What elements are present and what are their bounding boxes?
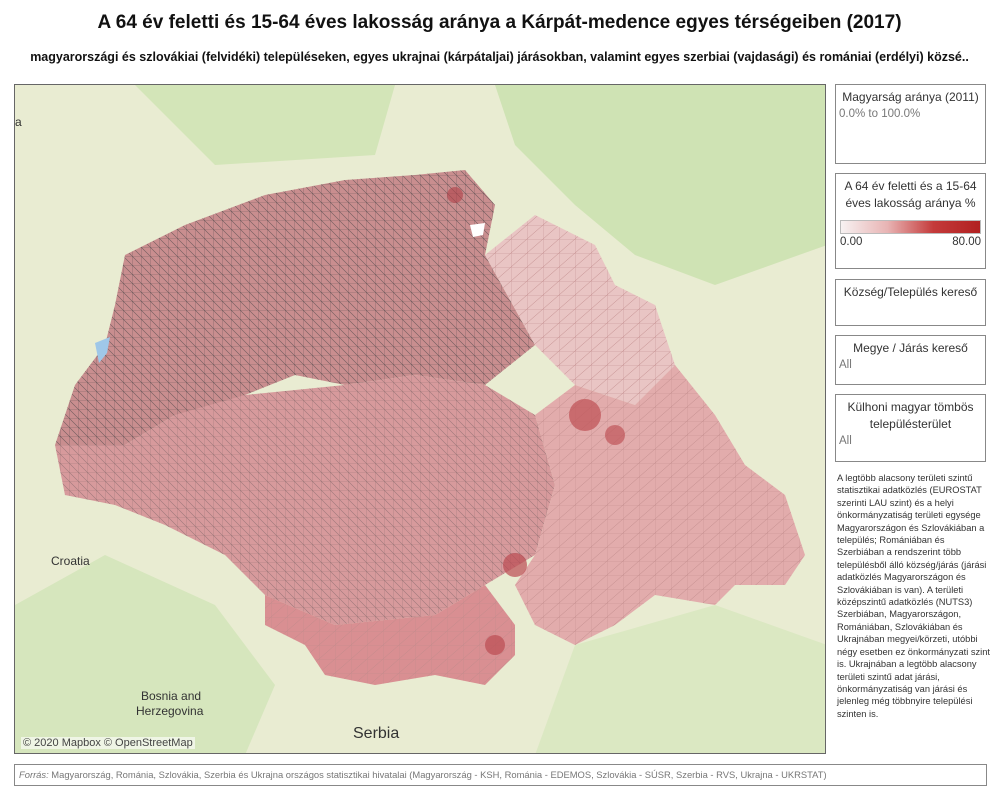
vojvodina-mesh (265, 585, 515, 685)
choropleth-map[interactable]: a Croatia Bosnia and Herzegovina Serbia … (14, 84, 826, 754)
source-label: Forrás: (19, 769, 49, 780)
map-label-serbia: Serbia (353, 725, 400, 742)
page-subtitle: magyarországi és szlovákiai (felvidéki) … (30, 50, 969, 64)
hotspot (605, 425, 625, 445)
forest-area (135, 85, 395, 165)
map-label-bosnia: Bosnia and (141, 689, 202, 703)
forest-area (15, 555, 275, 753)
megye-search-value[interactable]: All (839, 359, 852, 371)
kulhoni-filter-value[interactable]: All (839, 435, 852, 447)
lake (95, 337, 110, 363)
hotspot (485, 635, 505, 655)
hotspot (503, 553, 527, 577)
kozseg-search-title: Község/Település kereső (843, 285, 978, 299)
legend-max: 80.00 (952, 236, 981, 248)
kulhoni-filter-title: Külhoni magyar tömbös településterület (847, 400, 974, 431)
megye-search[interactable]: Megye / Járás kereső All (835, 335, 986, 385)
transylvania-mesh (515, 365, 805, 645)
hungary-mesh (55, 375, 555, 625)
map-blank-area (470, 223, 485, 237)
megye-search-title: Megye / Járás kereső (853, 341, 968, 355)
map-canvas[interactable] (15, 85, 826, 754)
hotspot (569, 399, 601, 431)
magyarsag-filter[interactable]: Magyarság aránya (2011) 0.0% to 100.0% (835, 84, 986, 164)
color-legend: A 64 év feletti és a 15-64 éves lakosság… (835, 173, 986, 269)
magyarsag-filter-title: Magyarság aránya (2011) (842, 90, 979, 104)
forest-area (535, 605, 825, 753)
map-attribution[interactable]: © 2020 Mapbox © OpenStreetMap (21, 737, 195, 749)
transcarpathia-mesh (485, 215, 675, 405)
methodology-note: A legtöbb alacsony területi szintű stati… (837, 473, 990, 719)
forest-area (495, 85, 825, 285)
kozseg-search[interactable]: Község/Település kereső (835, 279, 986, 326)
legend-min: 0.00 (840, 236, 863, 248)
kulhoni-filter[interactable]: Külhoni magyar tömbös településterület A… (835, 394, 986, 462)
hotspot (447, 187, 463, 203)
legend-title: A 64 év feletti és a 15-64 éves lakosság… (844, 179, 977, 210)
slovakia-mesh (55, 170, 535, 465)
map-label-herzegovina: Herzegovina (136, 704, 204, 718)
map-label-edge: a (15, 115, 22, 129)
magyarsag-filter-value[interactable]: 0.0% to 100.0% (839, 108, 921, 120)
map-label-croatia: Croatia (51, 554, 90, 568)
legend-color-ramp (840, 220, 981, 234)
page-title: A 64 év feletti és 15-64 éves lakosság a… (97, 12, 902, 33)
source-footer: Forrás: Magyarország, Románia, Szlovákia… (14, 764, 987, 786)
source-text: Magyarország, Románia, Szlovákia, Szerbi… (48, 769, 827, 780)
